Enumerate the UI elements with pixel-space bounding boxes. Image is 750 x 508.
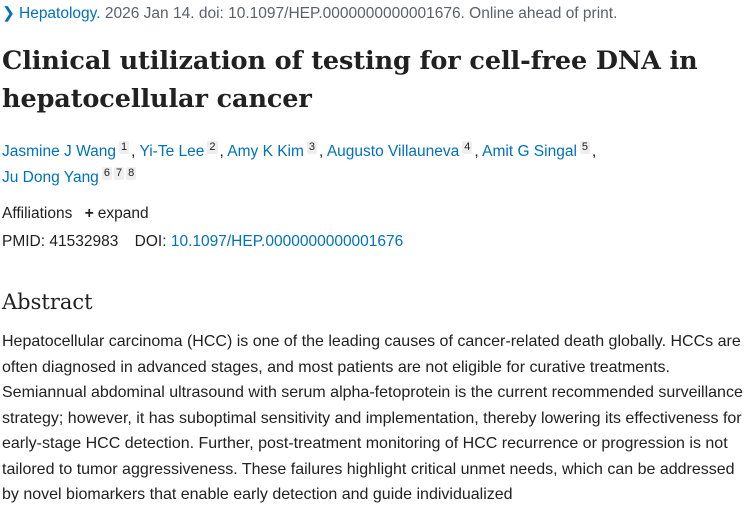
affiliation-refs: 4 xyxy=(462,141,474,154)
abstract-heading: Abstract xyxy=(2,290,93,314)
affiliation-refs: 3 xyxy=(306,141,319,154)
plus-icon: + xyxy=(84,205,94,222)
expand-affiliations-button[interactable]: + expand xyxy=(85,205,149,222)
expand-label: expand xyxy=(97,205,149,222)
affiliation-ref[interactable]: 4 xyxy=(462,141,473,154)
citation-details: 2026 Jan 14. doi: 10.1097/HEP.0000000000… xyxy=(100,5,618,22)
doi-label: DOI: xyxy=(134,233,167,250)
affiliation-ref[interactable]: 3 xyxy=(306,141,318,154)
author-list: Jasmine J Wang 1, Yi-Te Lee 2, Amy K Kim 3,… xyxy=(2,141,597,186)
author-link[interactable]: Yi-Te Lee xyxy=(139,143,205,160)
article-title: Clinical utilization of testing for cell… xyxy=(2,46,698,114)
affiliation-ref[interactable]: 6 xyxy=(101,167,112,180)
author-link[interactable]: Ju Dong Yang xyxy=(2,169,99,186)
affiliations-row: Affiliations + expand xyxy=(2,204,149,224)
affiliation-ref[interactable]: 5 xyxy=(579,141,591,154)
affiliation-refs: 5 xyxy=(579,141,592,154)
author-link[interactable]: Augusto Villauneva xyxy=(326,143,460,160)
affiliation-ref[interactable]: 1 xyxy=(119,141,130,154)
journal-link[interactable]: Hepatology. xyxy=(19,5,101,22)
abstract-text: Hepatocellular carcinoma (HCC) is one of… xyxy=(2,333,743,503)
affiliation-refs: 2 xyxy=(207,141,219,154)
chevron-right-icon[interactable]: ❯ xyxy=(2,5,15,22)
author-link[interactable]: Amy K Kim xyxy=(227,143,304,160)
journal-citation: ❯ Hepatology. 2026 Jan 14. doi: 10.1097/H… xyxy=(2,4,617,24)
affiliations-label: Affiliations xyxy=(2,205,73,222)
pmid-value: 41532983 xyxy=(49,233,119,250)
affiliation-ref[interactable]: 7 xyxy=(113,167,125,180)
affiliation-ref[interactable]: 2 xyxy=(207,141,218,154)
pmid-label: PMID: xyxy=(2,233,46,250)
author-link[interactable]: Amit G Singal xyxy=(482,143,577,160)
article-identifiers: PMID: 41532983 DOI: 10.1097/HEP.00000000… xyxy=(2,232,403,252)
doi-link[interactable]: 10.1097/HEP.0000000000001676 xyxy=(170,233,404,250)
author-link[interactable]: Jasmine J Wang xyxy=(2,143,116,160)
affiliation-refs: 1 xyxy=(119,141,131,154)
affiliation-ref[interactable]: 8 xyxy=(126,167,137,180)
